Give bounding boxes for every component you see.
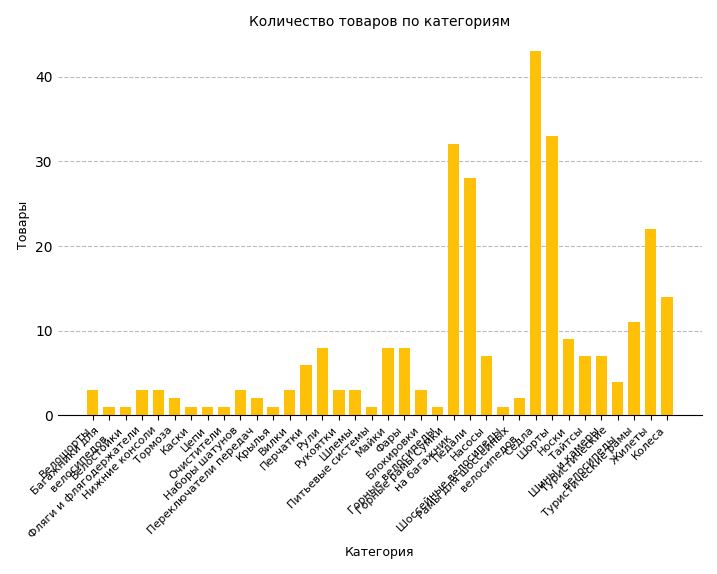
Bar <box>218 407 229 416</box>
Bar <box>234 390 246 416</box>
Bar <box>317 348 328 416</box>
Bar <box>251 398 262 416</box>
Bar <box>563 339 574 416</box>
Bar <box>366 407 377 416</box>
Bar <box>300 364 312 416</box>
Bar <box>596 356 607 416</box>
Bar <box>432 407 443 416</box>
Bar <box>448 145 460 416</box>
Bar <box>186 407 197 416</box>
Bar <box>103 407 115 416</box>
Bar <box>399 348 410 416</box>
Bar <box>513 398 525 416</box>
Bar <box>382 348 394 416</box>
Bar <box>87 390 98 416</box>
Bar <box>530 51 541 416</box>
Bar <box>120 407 131 416</box>
Bar <box>267 407 279 416</box>
Bar <box>546 136 558 416</box>
Bar <box>480 356 493 416</box>
Bar <box>415 390 427 416</box>
Bar <box>628 322 640 416</box>
Title: Количество товаров по категориям: Количество товаров по категориям <box>250 15 511 29</box>
Y-axis label: Товары: Товары <box>16 201 29 249</box>
Bar <box>169 398 181 416</box>
X-axis label: Категория: Категория <box>345 546 414 559</box>
Bar <box>661 297 673 416</box>
Bar <box>465 179 476 416</box>
Bar <box>333 390 345 416</box>
Bar <box>579 356 591 416</box>
Bar <box>153 390 164 416</box>
Bar <box>136 390 148 416</box>
Bar <box>645 229 656 416</box>
Bar <box>612 382 624 416</box>
Bar <box>349 390 361 416</box>
Bar <box>497 407 508 416</box>
Bar <box>201 407 214 416</box>
Bar <box>284 390 295 416</box>
